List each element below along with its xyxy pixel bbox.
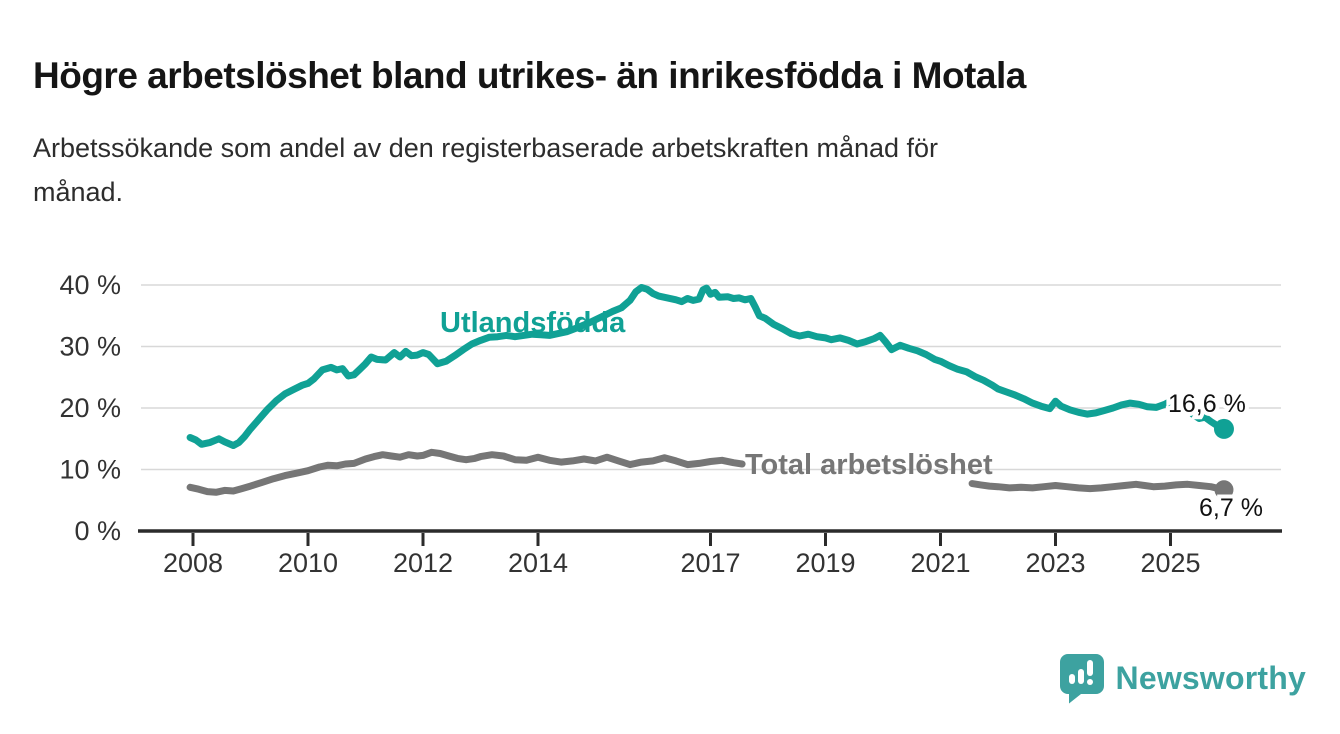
x-tick-label-2012: 2012 (393, 548, 453, 578)
series-end-dot-0 (1213, 418, 1234, 439)
series-end-dot-1 (1214, 480, 1234, 500)
y-tick-label-20: 20 % (59, 393, 121, 423)
newsworthy-wordmark: Newsworthy (1115, 660, 1306, 696)
series-line-1-1 (968, 480, 1228, 494)
newsworthy-bubble-icon (1059, 654, 1104, 704)
x-tick-label-2021: 2021 (910, 548, 970, 578)
series-label-utlandsfodda: Utlandsfödda (440, 307, 626, 339)
subtitle-line-1: Arbetssökande som andel av den registerb… (33, 133, 939, 163)
y-tick-label-40: 40 % (59, 270, 121, 300)
x-tick-label-2019: 2019 (795, 548, 855, 578)
x-tick-label-2023: 2023 (1025, 548, 1085, 578)
end-value-label-total: 6,7 % (1199, 494, 1263, 522)
page-title: Högre arbetslöshet bland utrikes- än inr… (33, 54, 1026, 96)
newsworthy-logo: Newsworthy (1058, 653, 1306, 704)
y-tick-label-30: 30 % (59, 332, 121, 362)
x-tick-label-2025: 2025 (1140, 548, 1200, 578)
x-tick-label-2008: 2008 (163, 548, 223, 578)
subtitle-line-2: månad. (33, 177, 124, 207)
y-tick-label-0: 0 % (74, 516, 121, 546)
series-line-0-0 (186, 284, 1228, 449)
x-tick-label-2014: 2014 (508, 548, 568, 578)
end-value-label-utlandsfodda: 16,6 % (1168, 390, 1246, 418)
y-tick-label-10: 10 % (59, 455, 121, 485)
chart-subtitle: Arbetssökande som andel av den registerb… (33, 126, 1253, 214)
series-line-1-0 (186, 448, 746, 496)
x-tick-label-2010: 2010 (278, 548, 338, 578)
series-label-total: Total arbetslöshet (745, 449, 993, 481)
x-tick-label-2017: 2017 (680, 548, 740, 578)
